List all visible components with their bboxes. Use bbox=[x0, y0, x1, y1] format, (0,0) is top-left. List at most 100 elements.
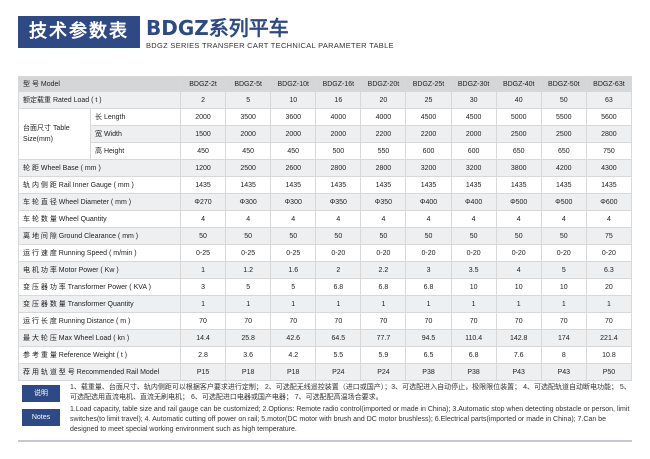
table-cell: 5 bbox=[225, 91, 272, 109]
table-cell: 70 bbox=[405, 312, 452, 330]
table-cell: 1.6 bbox=[270, 261, 317, 279]
table-cell: 0-20 bbox=[495, 244, 542, 262]
notes-section: 说明 1、载重量、台面尺寸、轨内侧距可以根据客户要求进行定制； 2、可选配无线遥… bbox=[18, 383, 632, 433]
table-cell: 25.8 bbox=[225, 329, 272, 347]
table-row: 参 考 重 量 Reference Weight ( t ) 2.8 3.6 4.2 5… bbox=[18, 346, 633, 364]
table-cell: Φ300 bbox=[225, 193, 272, 211]
table-cell: 6.5 bbox=[405, 346, 452, 364]
header: 技术参数表 BDGZ系列平车 BDGZ SERIES TRANSFER CART… bbox=[18, 14, 632, 58]
table-cell: 1 bbox=[315, 295, 362, 313]
table-cell: 0-25 bbox=[179, 244, 227, 262]
table-cell: 3200 bbox=[405, 159, 452, 177]
table-cell: 1 bbox=[495, 295, 542, 313]
table-cell: 1435 bbox=[360, 176, 407, 194]
table-cell: 14.4 bbox=[179, 329, 227, 347]
table-cell: 4000 bbox=[315, 108, 362, 126]
table-row: 车 轮 数 量 Wheel Quantity 4 4 4 4 4 4 4 4 4 4 bbox=[18, 210, 633, 228]
table-cell: 50 bbox=[360, 227, 407, 245]
table-cell: 2000 bbox=[450, 125, 497, 143]
model-cell: BDGZ-25t bbox=[405, 76, 452, 92]
table-cell: 70 bbox=[179, 312, 227, 330]
table-cell: 1200 bbox=[179, 159, 227, 177]
table-cell: 7.6 bbox=[495, 346, 542, 364]
table-cell: 1435 bbox=[179, 176, 227, 194]
table-cell: 10 bbox=[540, 278, 587, 296]
table-cell: Φ300 bbox=[270, 193, 317, 211]
table-cell: 4.2 bbox=[270, 346, 317, 364]
table-cell: 70 bbox=[495, 312, 542, 330]
table-row: 轨 内 侧 距 Rail Inner Gauge ( mm ) 1435 1435 1… bbox=[18, 176, 633, 194]
table-cell: 50 bbox=[540, 91, 587, 109]
table-cell: 3800 bbox=[495, 159, 542, 177]
table-cell: 4500 bbox=[450, 108, 497, 126]
model-cell: BDGZ-16t bbox=[315, 76, 362, 92]
table-cell: 50 bbox=[315, 227, 362, 245]
table-cell: 600 bbox=[405, 142, 452, 160]
notes-cn-tag: 说明 bbox=[22, 385, 60, 402]
table-cell: 8 bbox=[540, 346, 587, 364]
table-cell: 4000 bbox=[360, 108, 407, 126]
table-cell: Φ400 bbox=[450, 193, 497, 211]
table-cell: 25 bbox=[405, 91, 452, 109]
table-cell: 2800 bbox=[315, 159, 362, 177]
notes-en-tag: Notes bbox=[22, 409, 60, 426]
table-cell: 70 bbox=[585, 312, 633, 330]
table-cell: 50 bbox=[225, 227, 272, 245]
table-cell: 63 bbox=[585, 91, 633, 109]
table-cell: 110.4 bbox=[450, 329, 497, 347]
table-cell: Φ350 bbox=[360, 193, 407, 211]
table-cell: P38 bbox=[405, 363, 452, 381]
table-cell: Φ350 bbox=[315, 193, 362, 211]
table-cell: 75 bbox=[585, 227, 633, 245]
table-cell: 50 bbox=[540, 227, 587, 245]
table-cell: 1 bbox=[450, 295, 497, 313]
table-cell: Φ500 bbox=[495, 193, 542, 211]
row-label: 最 大 轮 压 Max Wheel Load ( kn ) bbox=[18, 329, 181, 347]
table-cell: 2500 bbox=[540, 125, 587, 143]
table-cell: Φ500 bbox=[540, 193, 587, 211]
table-cell: 1 bbox=[360, 295, 407, 313]
table-cell: 2200 bbox=[360, 125, 407, 143]
row-label: 离 地 间 隙 Ground Clearance ( mm ) bbox=[18, 227, 181, 245]
table-cell: 0-20 bbox=[360, 244, 407, 262]
table-cell: 3 bbox=[405, 261, 452, 279]
table-cell: 5500 bbox=[540, 108, 587, 126]
table-row: 台面尺寸 Table Size(mm) 长 Length 2000 3500 3… bbox=[18, 108, 633, 160]
row-label: 车 轮 直 径 Wheel Diameter ( mm ) bbox=[18, 193, 181, 211]
table-cell: 1435 bbox=[585, 176, 633, 194]
table-cell: 2800 bbox=[360, 159, 407, 177]
table-cell: 70 bbox=[450, 312, 497, 330]
table-cell: 1 bbox=[179, 295, 227, 313]
table-cell: 5600 bbox=[585, 108, 633, 126]
table-cell: P18 bbox=[225, 363, 272, 381]
table-row: 运 行 长 度 Running Distance ( m ) 70 70 70 70 70… bbox=[18, 312, 633, 330]
table-cell: 4300 bbox=[585, 159, 633, 177]
table-cell: 0-20 bbox=[315, 244, 362, 262]
table-cell: 1.2 bbox=[225, 261, 272, 279]
table-cell: 4 bbox=[450, 210, 497, 228]
table-cell: 5 bbox=[540, 261, 587, 279]
table-cell: 221.4 bbox=[585, 329, 633, 347]
table-cell: 650 bbox=[495, 142, 542, 160]
table-cell: 3500 bbox=[225, 108, 272, 126]
model-cell: BDGZ-30t bbox=[450, 76, 497, 92]
table-cell: 40 bbox=[495, 91, 542, 109]
table-row: 最 大 轮 压 Max Wheel Load ( kn ) 14.4 25.8 42.… bbox=[18, 329, 633, 347]
table-cell: 5.5 bbox=[315, 346, 362, 364]
table-cell: 4 bbox=[315, 210, 362, 228]
table-cell: 1435 bbox=[270, 176, 317, 194]
model-cell: BDGZ-2t bbox=[179, 76, 227, 92]
table-cell: 4 bbox=[540, 210, 587, 228]
table-cell: 4 bbox=[585, 210, 633, 228]
table-row: 变 压 器 功 率 Transformer Power ( KVA ) 3 5 5 6.… bbox=[18, 278, 633, 296]
table-row: 运 行 速 度 Running Speed ( m/min ) 0-25 0-25 0… bbox=[18, 244, 633, 262]
table-cell: 5000 bbox=[495, 108, 542, 126]
table-cell: 5 bbox=[225, 278, 272, 296]
table-cell: 50 bbox=[450, 227, 497, 245]
model-cell: BDGZ-40t bbox=[495, 76, 542, 92]
row-label: 车 轮 数 量 Wheel Quantity bbox=[18, 210, 181, 228]
table-cell: Φ270 bbox=[179, 193, 227, 211]
parameter-table: 型 号 Model BDGZ-2t BDGZ-5t BDGZ-10t BDGZ-… bbox=[18, 76, 633, 381]
table-size-label: 台面尺寸 Table Size(mm) bbox=[18, 108, 91, 160]
table-cell: P38 bbox=[450, 363, 497, 381]
